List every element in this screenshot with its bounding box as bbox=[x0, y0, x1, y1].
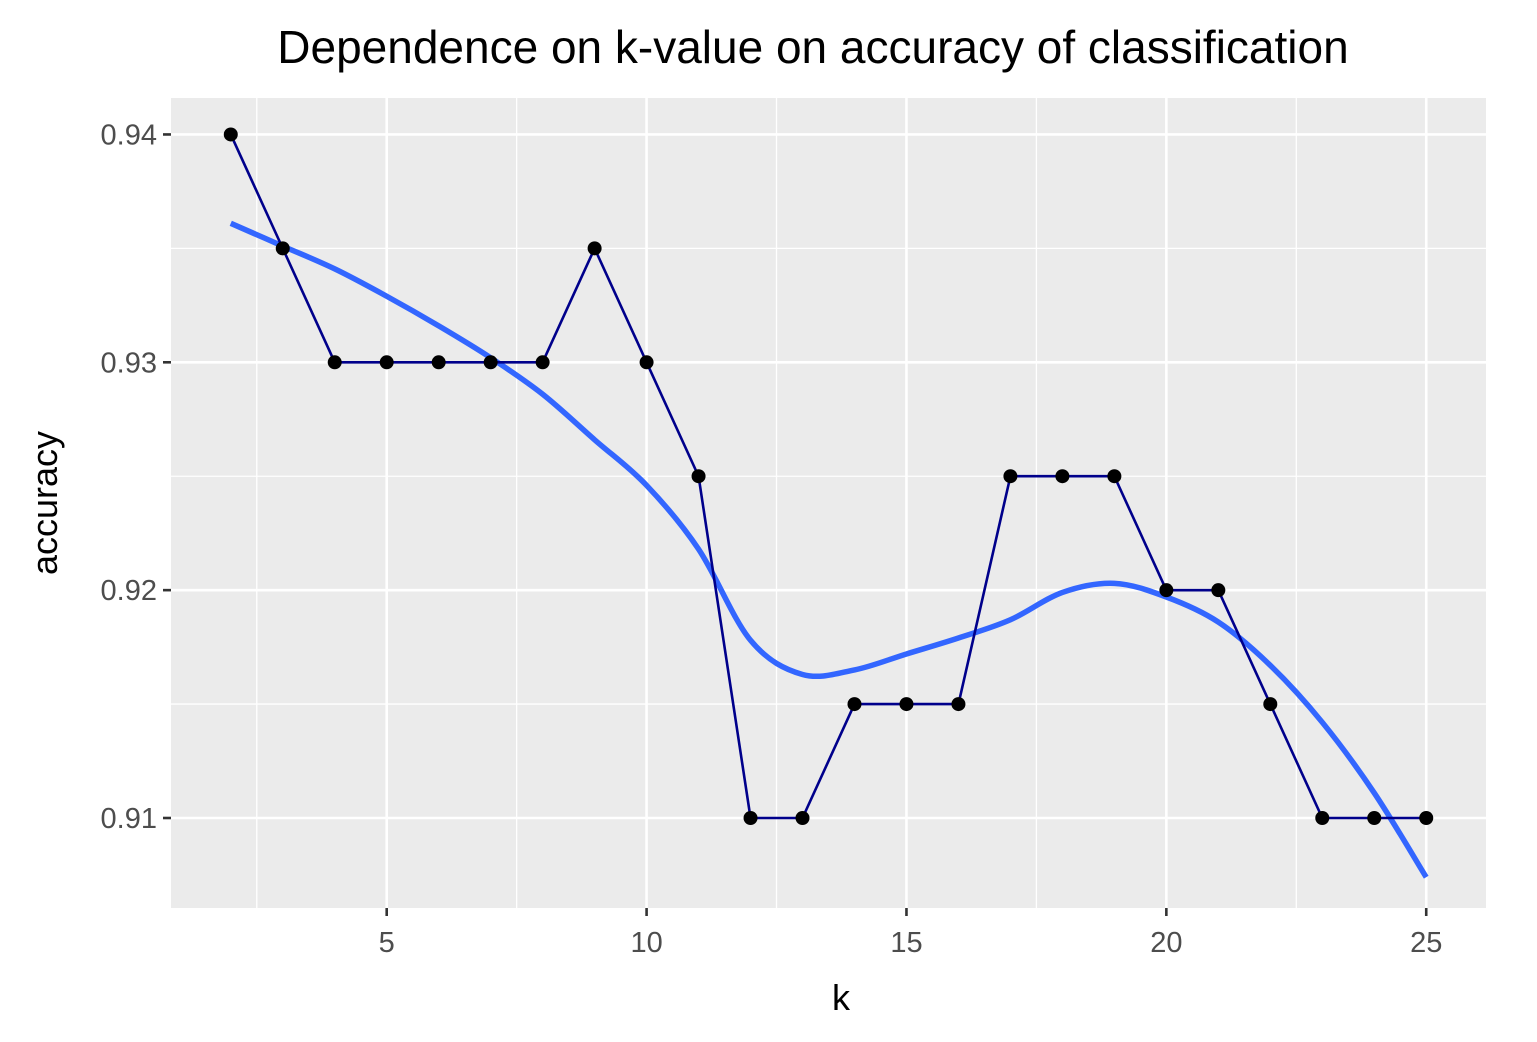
y-tick-label: 0.91 bbox=[101, 803, 157, 835]
data-point bbox=[899, 697, 914, 712]
y-tick-label: 0.93 bbox=[101, 347, 157, 379]
data-point bbox=[1055, 469, 1070, 484]
x-tick-label: 25 bbox=[1410, 927, 1442, 959]
data-point bbox=[483, 355, 498, 370]
data-line-layer bbox=[229, 133, 1427, 820]
data-point bbox=[743, 811, 758, 825]
data-point bbox=[1211, 583, 1226, 598]
data-point bbox=[1367, 811, 1382, 825]
data-point bbox=[1003, 469, 1018, 484]
data-point bbox=[1107, 469, 1122, 484]
data-point bbox=[795, 811, 810, 825]
y-tick-labels: 0.91 0.92 0.93 0.94 bbox=[101, 119, 157, 835]
data-point bbox=[535, 355, 550, 370]
data-point bbox=[275, 241, 290, 256]
data-point bbox=[1159, 583, 1174, 598]
data-point bbox=[587, 241, 602, 256]
data-point bbox=[847, 697, 862, 712]
x-tick-label: 15 bbox=[890, 927, 922, 959]
minor-gridlines bbox=[171, 98, 1486, 908]
accuracy-line bbox=[229, 133, 1427, 820]
data-point bbox=[431, 355, 446, 370]
x-tick-labels: 5 10 15 20 25 bbox=[379, 927, 1443, 959]
data-point bbox=[1419, 811, 1434, 825]
data-point bbox=[223, 127, 238, 142]
y-axis-title: accuracy bbox=[24, 431, 65, 575]
plot-panel bbox=[171, 98, 1486, 908]
data-point bbox=[1263, 697, 1278, 712]
x-tick-label: 10 bbox=[630, 927, 662, 959]
y-tick-label: 0.92 bbox=[101, 575, 157, 607]
chart-title: Dependence on k-value on accuracy of cla… bbox=[277, 21, 1348, 73]
data-point bbox=[691, 469, 706, 484]
x-axis-title: k bbox=[832, 977, 851, 1018]
data-point bbox=[327, 355, 342, 370]
major-gridlines bbox=[171, 98, 1486, 908]
y-tick-label: 0.94 bbox=[101, 119, 157, 151]
smooth-trend-line bbox=[229, 220, 1429, 879]
x-tick-label: 20 bbox=[1150, 927, 1182, 959]
x-tick-label: 5 bbox=[379, 927, 395, 959]
data-points-layer bbox=[223, 127, 1434, 825]
data-point bbox=[639, 355, 654, 370]
axis-ticks bbox=[163, 133, 1428, 916]
data-point bbox=[951, 697, 966, 712]
data-point bbox=[379, 355, 394, 370]
data-point bbox=[1315, 811, 1330, 825]
smooth-curve-layer bbox=[229, 220, 1429, 879]
